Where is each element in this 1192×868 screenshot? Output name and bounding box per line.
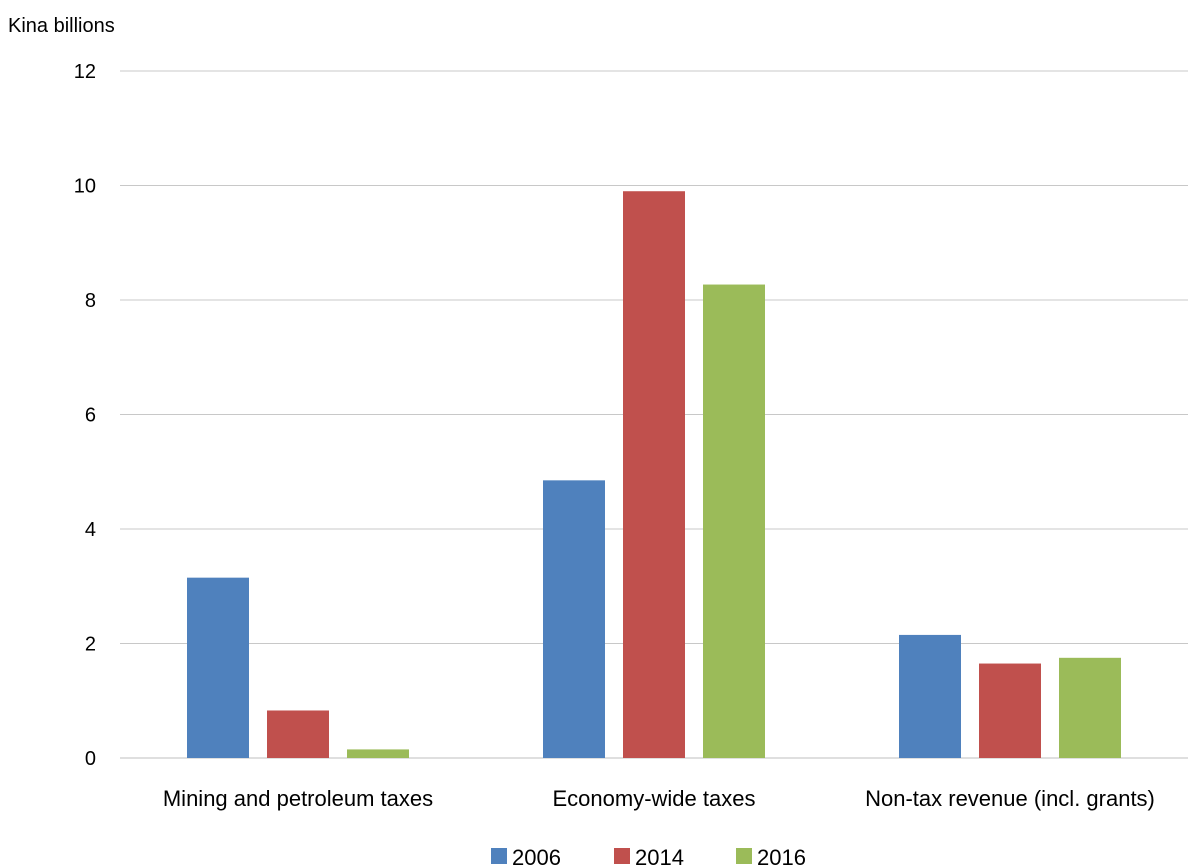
y-tick-label: 8	[85, 290, 96, 312]
y-tick-label: 4	[85, 519, 96, 541]
y-tick-label: 12	[74, 61, 96, 83]
legend-swatch	[614, 848, 630, 864]
bar-2014	[623, 191, 685, 759]
y-tick-label: 6	[85, 405, 96, 427]
legend: 2006 2014 2016	[491, 845, 806, 868]
legend-label: 2016	[757, 845, 806, 868]
bar-2016	[703, 284, 765, 758]
legend-label: 2014	[635, 845, 684, 868]
y-tick-label: 0	[85, 748, 96, 770]
category-label: Mining and petroleum taxes	[163, 786, 433, 811]
bar-2016	[1059, 657, 1121, 758]
bar-2014	[267, 710, 329, 758]
bar-2006	[187, 577, 249, 758]
category-labels: Mining and petroleum taxes Economy-wide t…	[163, 786, 1155, 811]
legend-swatch	[736, 848, 752, 864]
y-axis-label: Kina billions	[8, 15, 115, 37]
legend-swatch	[491, 848, 507, 864]
bar-2006	[543, 480, 605, 758]
bar-2016	[347, 749, 409, 758]
bars	[187, 191, 1121, 759]
category-label: Economy-wide taxes	[553, 786, 756, 811]
bar-2014	[979, 663, 1041, 758]
y-tick-labels: 0 2 4 6 8 10 12	[74, 61, 96, 770]
bar-2006	[899, 634, 961, 758]
y-tick-label: 10	[74, 176, 96, 198]
y-tick-label: 2	[85, 634, 96, 656]
category-label: Non-tax revenue (incl. grants)	[865, 786, 1155, 811]
legend-label: 2006	[512, 845, 561, 868]
